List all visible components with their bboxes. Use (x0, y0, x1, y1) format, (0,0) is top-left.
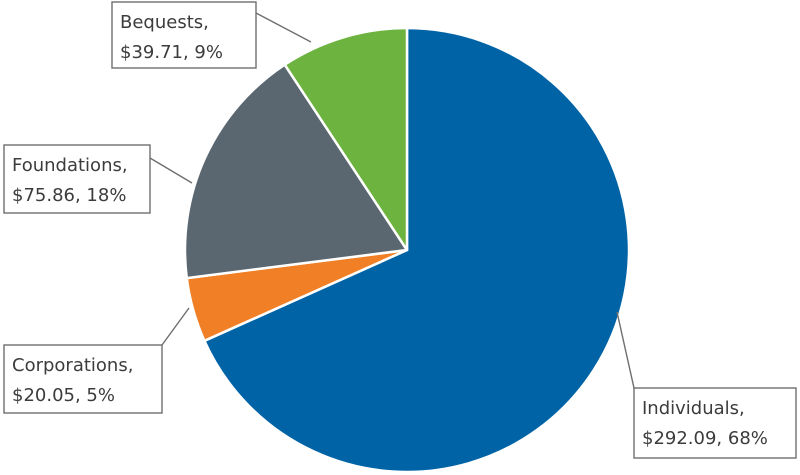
slice-name-label: Corporations, (12, 355, 133, 376)
label-box (111, 1, 257, 69)
slice-labels: Individuals, $292.09, 68% Corporations, $20… (3, 1, 797, 459)
slice-value-label: $39.71, 9% (120, 42, 223, 63)
leader-line-bequests (255, 12, 312, 43)
slice-value-label: $75.86, 18% (12, 185, 126, 206)
label-box (3, 344, 163, 414)
label-bequests: Bequests, $39.71, 9% (111, 1, 257, 69)
label-corporations: Corporations, $20.05, 5% (3, 344, 163, 414)
label-foundations: Foundations, $75.86, 18% (3, 144, 151, 214)
slice-name-label: Bequests, (120, 12, 209, 33)
slice-individuals (203, 26, 631, 474)
leader-line-foundations (149, 157, 193, 184)
slice-name-label: Foundations, (12, 155, 128, 176)
slice-value-label: $292.09, 68% (642, 428, 768, 449)
label-box (633, 387, 797, 459)
label-individuals: Individuals, $292.09, 68% (633, 387, 797, 459)
label-leaders (149, 12, 635, 389)
leader-line-corporations (161, 307, 190, 346)
pie-slices (183, 26, 631, 474)
slice-value-label: $20.05, 5% (12, 385, 115, 406)
slice-bequests (283, 26, 409, 252)
slice-foundations (183, 63, 409, 280)
slice-name-label: Individuals, (642, 398, 745, 419)
label-box (3, 144, 151, 214)
leader-line-individuals (616, 311, 635, 389)
